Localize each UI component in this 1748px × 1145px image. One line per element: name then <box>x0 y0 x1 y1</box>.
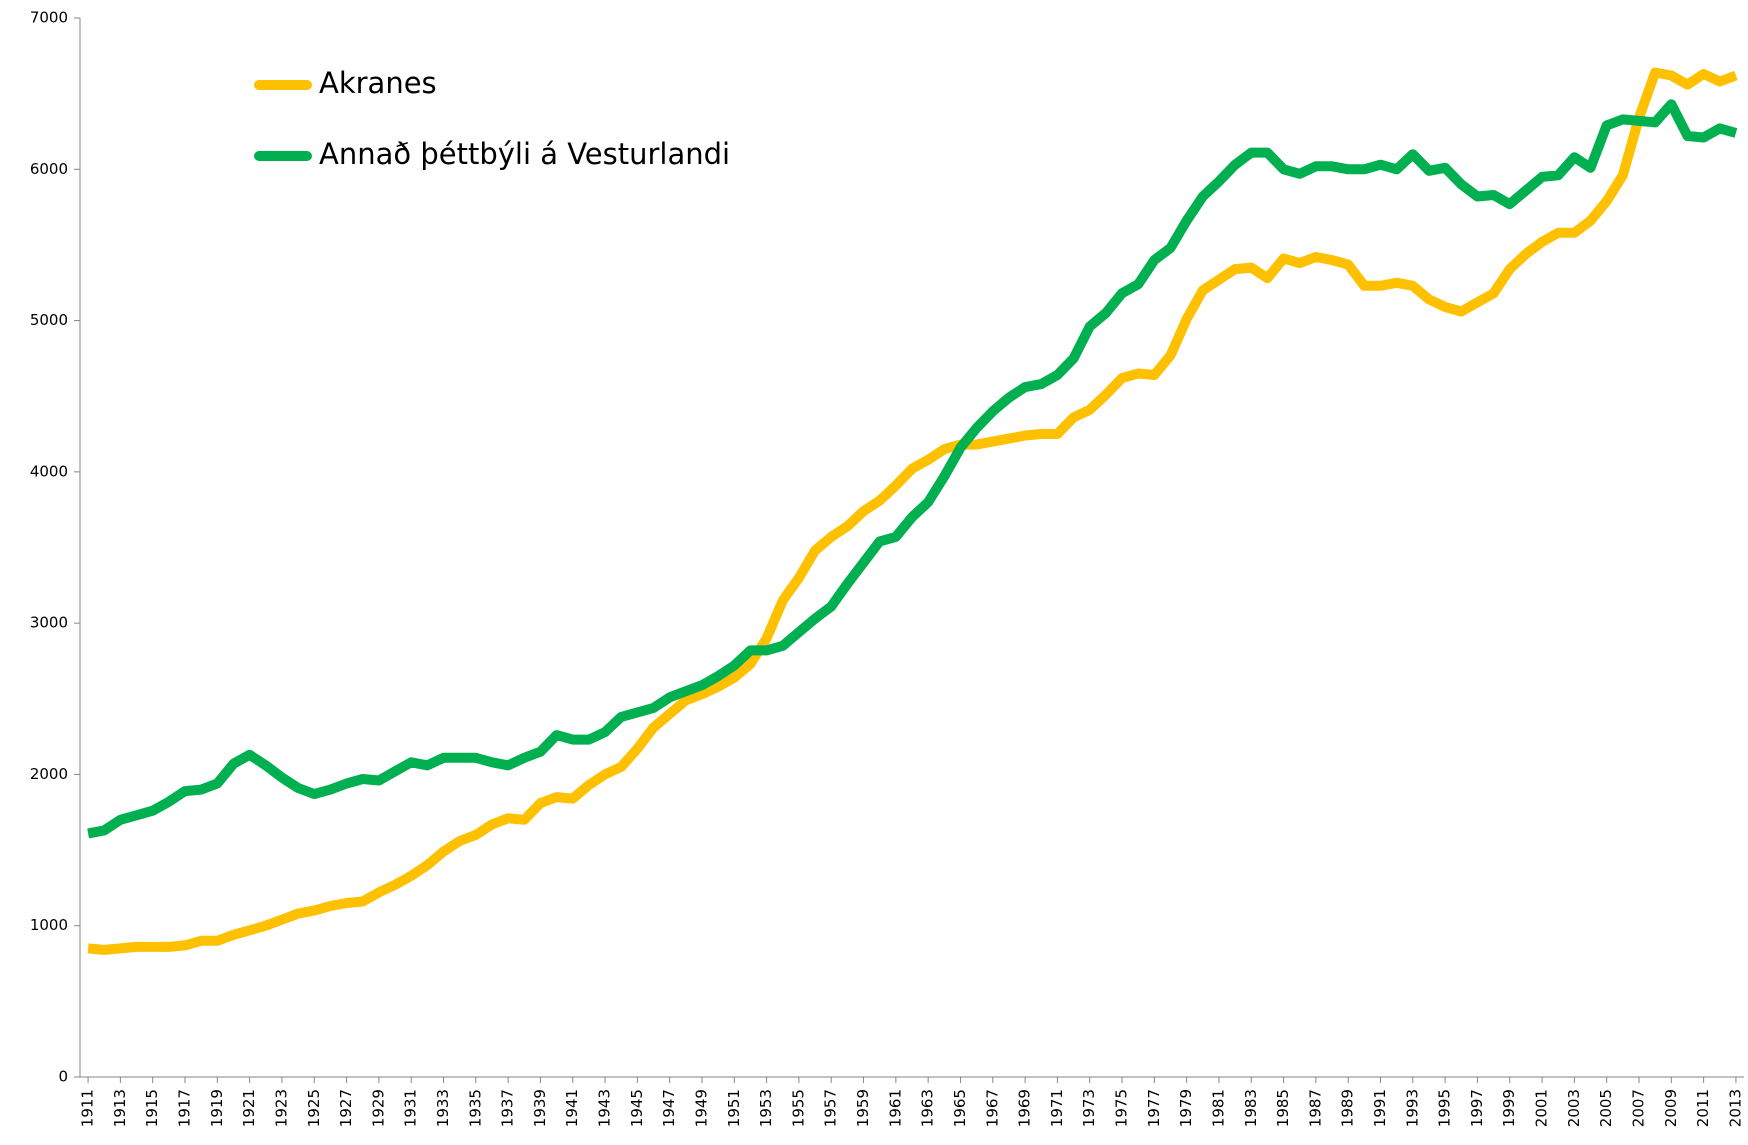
y-tick-label: 6000 <box>30 160 68 178</box>
x-tick-label: 1921 <box>240 1089 258 1127</box>
x-tick-label: 1987 <box>1306 1089 1324 1127</box>
x-tick-label: 1941 <box>563 1089 581 1127</box>
x-tick-label: 1975 <box>1113 1089 1131 1127</box>
x-tick-label: 1989 <box>1339 1089 1357 1127</box>
x-tick-label: 1935 <box>466 1089 484 1127</box>
x-tick-label: 1991 <box>1371 1089 1389 1127</box>
y-tick-label: 0 <box>58 1068 68 1086</box>
x-tick-label: 1955 <box>789 1089 807 1127</box>
x-tick-label: 1923 <box>272 1089 290 1127</box>
y-tick-label: 3000 <box>30 614 68 632</box>
x-tick-label: 1957 <box>822 1089 840 1127</box>
x-tick-label: 1929 <box>369 1089 387 1127</box>
x-tick-label: 1967 <box>983 1089 1001 1127</box>
x-tick-label: 1947 <box>660 1089 678 1127</box>
y-tick-label: 1000 <box>30 916 68 934</box>
x-tick-label: 1913 <box>111 1089 129 1127</box>
x-tick-label: 1997 <box>1468 1089 1486 1127</box>
x-tick-label: 1917 <box>176 1089 194 1127</box>
x-tick-label: 1965 <box>951 1089 969 1127</box>
x-tick-label: 1933 <box>434 1089 452 1127</box>
x-tick-label: 1985 <box>1274 1089 1292 1127</box>
x-tick-label: 1981 <box>1209 1089 1227 1127</box>
x-tick-label: 2003 <box>1565 1089 1583 1127</box>
x-tick-label: 1949 <box>692 1089 710 1127</box>
x-tick-label: 2005 <box>1597 1089 1615 1127</box>
x-tick-label: 1953 <box>757 1089 775 1127</box>
x-tick-label: 2001 <box>1533 1089 1551 1127</box>
x-tick-label: 1969 <box>1016 1089 1034 1127</box>
x-tick-label: 1977 <box>1145 1089 1163 1127</box>
x-tick-label: 1979 <box>1177 1089 1195 1127</box>
y-tick-label: 2000 <box>30 765 68 783</box>
x-tick-label: 1945 <box>628 1089 646 1127</box>
x-tick-label: 1961 <box>886 1089 904 1127</box>
x-tick-label: 1915 <box>143 1089 161 1127</box>
x-tick-label: 1995 <box>1436 1089 1454 1127</box>
x-tick-label: 1971 <box>1048 1089 1066 1127</box>
x-tick-label: 1983 <box>1242 1089 1260 1127</box>
x-tick-label: 2007 <box>1629 1089 1647 1127</box>
x-tick-label: 1919 <box>208 1089 226 1127</box>
series-line <box>87 67 1738 955</box>
legend-label: Akranes <box>319 66 437 100</box>
x-tick-label: 1925 <box>305 1089 323 1127</box>
x-tick-label: 1999 <box>1500 1089 1518 1127</box>
legend-label: Annað þéttbýli á Vesturlandi <box>319 137 730 171</box>
x-tick-label: 1959 <box>854 1089 872 1127</box>
x-tick-label: 1931 <box>402 1089 420 1127</box>
x-tick-label: 1993 <box>1403 1089 1421 1127</box>
x-tick-label: 1973 <box>1080 1089 1098 1127</box>
x-tick-label: 2009 <box>1662 1089 1680 1127</box>
x-tick-label: 1937 <box>499 1089 517 1127</box>
y-tick-label: 7000 <box>30 9 68 27</box>
x-tick-label: 1951 <box>725 1089 743 1127</box>
x-tick-label: 1927 <box>337 1089 355 1127</box>
x-tick-label: 1963 <box>919 1089 937 1127</box>
y-tick-label: 5000 <box>30 311 68 329</box>
x-tick-label: 1911 <box>79 1089 97 1127</box>
y-tick-label: 4000 <box>30 462 68 480</box>
x-tick-label: 1939 <box>531 1089 549 1127</box>
x-tick-label: 2011 <box>1694 1089 1712 1127</box>
series-line <box>87 99 1738 839</box>
x-tick-label: 2013 <box>1726 1089 1744 1127</box>
x-tick-label: 1943 <box>596 1089 614 1127</box>
